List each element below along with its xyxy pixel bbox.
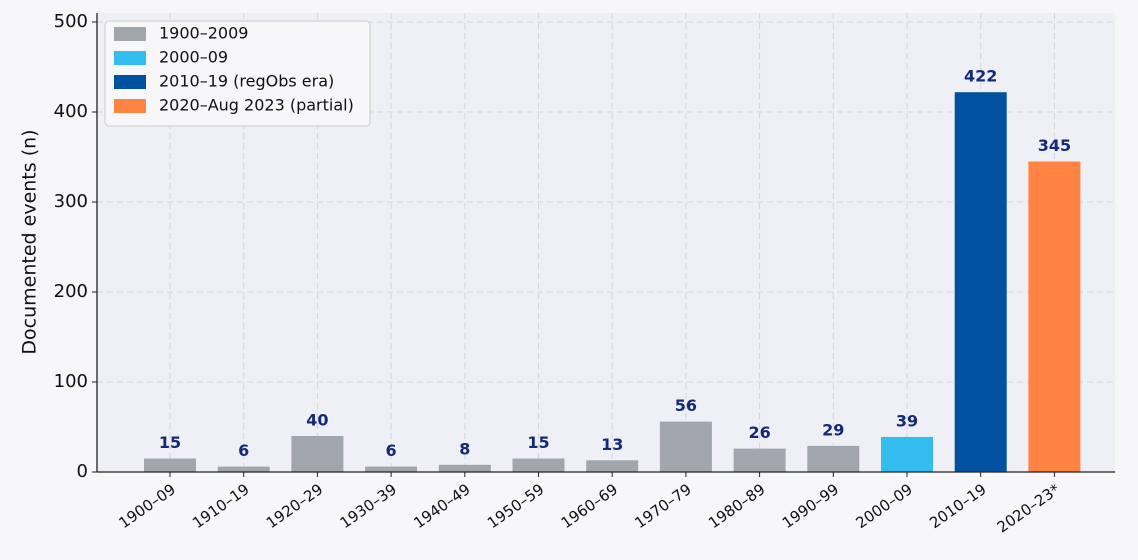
x-tick-label: 1900–09 <box>115 480 178 532</box>
value-label: 29 <box>822 420 844 439</box>
value-label: 26 <box>748 423 770 442</box>
bar <box>217 466 270 472</box>
legend-swatch <box>114 99 146 113</box>
bar <box>438 464 491 472</box>
x-tick-label: 1940–49 <box>410 480 473 532</box>
value-label: 13 <box>601 435 623 454</box>
x-tick-label: 1980–89 <box>705 480 768 532</box>
bar <box>954 92 1007 472</box>
legend-label: 2020–Aug 2023 (partial) <box>159 96 354 115</box>
bar <box>881 436 933 472</box>
value-label: 15 <box>159 433 181 452</box>
x-tick-label: 2000–09 <box>852 480 915 532</box>
legend-swatch <box>114 75 146 89</box>
legend-box <box>104 20 371 127</box>
y-tick-label: 200 <box>54 281 88 302</box>
value-label: 8 <box>459 439 470 458</box>
y-axis-label: Documented events (n) <box>19 129 41 354</box>
bar <box>512 458 565 472</box>
legend-label: 2000–09 <box>159 48 228 67</box>
legend-swatch <box>114 51 146 65</box>
legend-swatch <box>114 27 146 41</box>
bar <box>659 421 712 472</box>
y-tick-label: 0 <box>77 461 88 482</box>
x-tick-label: 1990–99 <box>779 480 842 532</box>
value-label: 6 <box>386 441 397 460</box>
legend-label: 1900–2009 <box>159 24 248 43</box>
x-tick-label: 2010–19 <box>926 480 989 532</box>
value-label: 39 <box>896 411 918 430</box>
y-tick-label: 400 <box>54 101 88 122</box>
x-tick-label: 1950–59 <box>484 480 547 532</box>
bar <box>1028 161 1081 472</box>
bar <box>586 460 639 472</box>
bar <box>365 466 418 472</box>
y-tick-label: 500 <box>54 11 88 32</box>
y-tick-label: 100 <box>54 371 88 392</box>
x-tick-label: 1920–29 <box>263 480 326 532</box>
x-tick-label: 1930–39 <box>337 480 400 532</box>
bar <box>144 458 196 472</box>
bar <box>291 436 344 472</box>
bar <box>807 445 860 472</box>
x-tick-label: 2020–23* <box>994 480 1064 536</box>
x-tick-label: 1960–69 <box>558 480 621 532</box>
y-tick-label: 300 <box>54 191 88 212</box>
value-label: 345 <box>1038 136 1071 155</box>
legend-label: 2010–19 (regObs era) <box>159 72 334 91</box>
bar <box>733 448 786 472</box>
value-label: 40 <box>306 411 328 430</box>
value-label: 56 <box>675 396 697 415</box>
x-tick-label: 1970–79 <box>631 480 694 532</box>
value-label: 15 <box>527 433 549 452</box>
x-tick-label: 1910–19 <box>189 480 252 532</box>
value-label: 6 <box>238 441 249 460</box>
value-label: 422 <box>964 67 997 86</box>
